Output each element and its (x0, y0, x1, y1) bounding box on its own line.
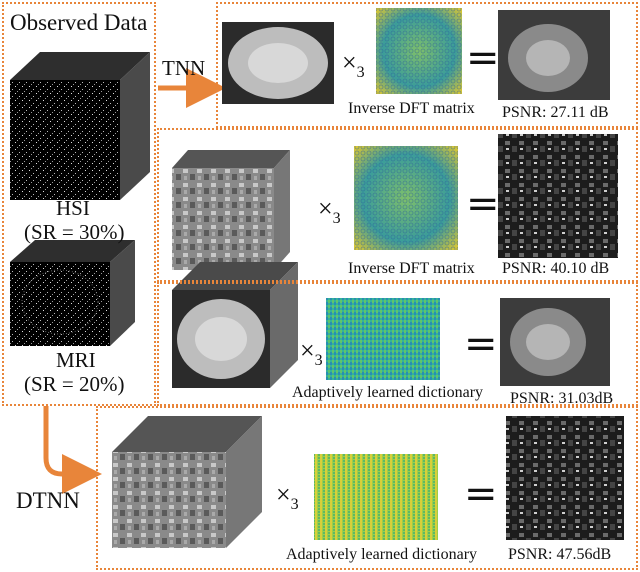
observed-data-title: Observed Data (10, 10, 148, 35)
row3-equals: = (464, 321, 498, 367)
row1-mode3-product: ×3 (342, 48, 365, 82)
row2-matrix-caption: Inverse DFT matrix (348, 260, 475, 277)
row4-mode3-product: ×3 (276, 480, 299, 514)
dtnn-mri-panel (157, 282, 638, 406)
mri-observed-cube (10, 240, 135, 346)
dtnn-hsi-panel (96, 406, 638, 570)
row4-psnr: PSNR: 47.56dB (508, 546, 612, 563)
dtnn-arrow (43, 406, 102, 494)
tnn-label: TNN (162, 56, 206, 80)
hsi-sampling-rate: (SR = 30%) (24, 220, 125, 244)
hsi-observed-cube (10, 52, 150, 200)
row4-input-stack (112, 416, 262, 548)
observed-data-panel (2, 2, 156, 406)
row4-learned-dictionary (314, 454, 438, 540)
row2-equals: = (466, 181, 500, 227)
row3-psnr: PSNR: 31.03dB (510, 390, 614, 407)
tnn-mri-panel (216, 2, 638, 128)
row2-input-cube (172, 150, 290, 270)
row3-matrix-caption: Adaptively learned dictionary (292, 384, 484, 401)
row1-equals: = (466, 35, 500, 81)
row4-matrix-caption: Adaptively learned dictionary (286, 546, 478, 563)
row1-input-slice (222, 22, 334, 104)
row3-learned-dictionary (326, 298, 440, 380)
row1-psnr: PSNR: 27.11 dB (502, 104, 609, 121)
row2-dft-matrix (354, 146, 458, 250)
hsi-label: HSI (56, 196, 90, 220)
mri-label: MRI (56, 348, 96, 372)
row1-matrix-caption: Inverse DFT matrix (348, 100, 475, 117)
row1-result-image (498, 10, 610, 100)
row4-result-image (506, 416, 624, 540)
row2-mode3-product: ×3 (318, 194, 341, 228)
dtnn-label: DTNN (16, 488, 80, 513)
tnn-hsi-panel (157, 128, 638, 282)
row4-equals: = (464, 471, 498, 517)
mri-sampling-rate: (SR = 20%) (24, 372, 125, 396)
row3-result-image (500, 298, 610, 386)
row1-dft-matrix (376, 8, 462, 94)
row2-psnr: PSNR: 40.10 dB (502, 260, 610, 277)
row3-mode3-product: ×3 (300, 336, 323, 370)
row2-result-image (498, 134, 618, 258)
